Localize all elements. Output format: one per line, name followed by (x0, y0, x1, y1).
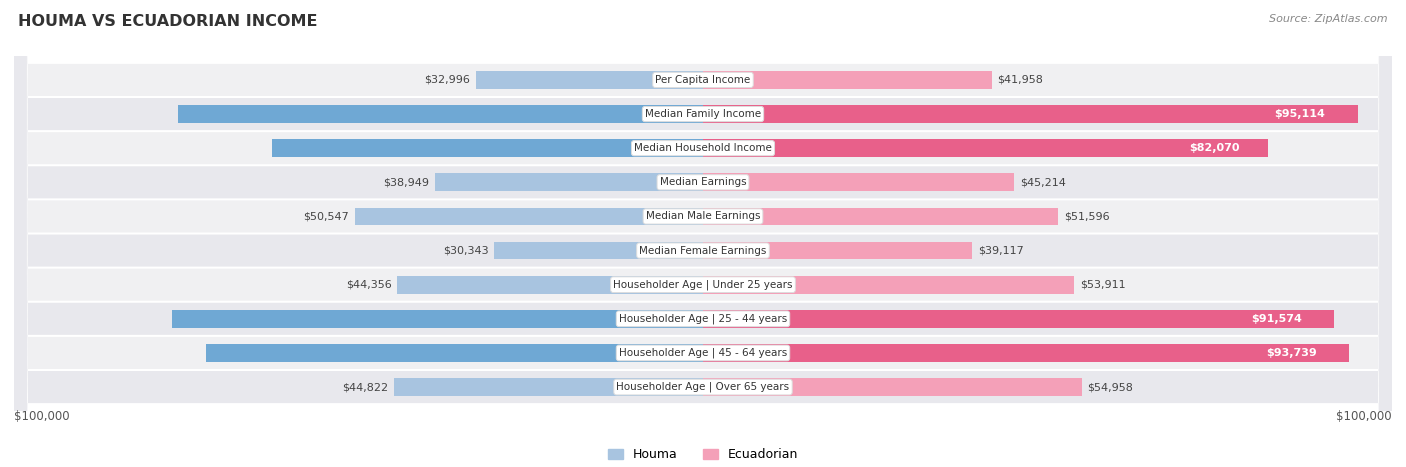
FancyBboxPatch shape (14, 0, 1392, 467)
Text: $100,000: $100,000 (14, 410, 70, 423)
Text: Householder Age | 25 - 44 years: Householder Age | 25 - 44 years (619, 313, 787, 324)
Text: $38,949: $38,949 (384, 177, 429, 187)
Bar (434, 173, 703, 191)
Text: $72,093: $72,093 (678, 348, 728, 358)
Text: $50,547: $50,547 (304, 212, 349, 221)
Text: Median Earnings: Median Earnings (659, 177, 747, 187)
Text: $32,996: $32,996 (425, 75, 470, 85)
Bar (703, 310, 1334, 328)
Text: $41,958: $41,958 (998, 75, 1043, 85)
Text: $76,188: $76,188 (676, 109, 728, 119)
Text: $62,575: $62,575 (682, 143, 733, 153)
FancyBboxPatch shape (14, 0, 1392, 467)
Text: $44,822: $44,822 (343, 382, 388, 392)
Text: Householder Age | Under 25 years: Householder Age | Under 25 years (613, 279, 793, 290)
Text: Median Male Earnings: Median Male Earnings (645, 212, 761, 221)
Bar (703, 207, 1059, 225)
Text: $53,911: $53,911 (1080, 280, 1126, 290)
FancyBboxPatch shape (14, 0, 1392, 467)
Bar (207, 344, 703, 362)
Text: $51,596: $51,596 (1064, 212, 1109, 221)
Bar (394, 378, 703, 396)
Text: $93,739: $93,739 (1265, 348, 1316, 358)
Bar (703, 173, 1015, 191)
Bar (354, 207, 703, 225)
Text: $91,574: $91,574 (1251, 314, 1302, 324)
FancyBboxPatch shape (14, 0, 1392, 467)
Text: Median Household Income: Median Household Income (634, 143, 772, 153)
Text: $44,356: $44,356 (346, 280, 392, 290)
Text: Median Family Income: Median Family Income (645, 109, 761, 119)
Text: $54,958: $54,958 (1087, 382, 1133, 392)
Bar (703, 105, 1358, 123)
Text: Median Female Earnings: Median Female Earnings (640, 246, 766, 255)
Bar (703, 276, 1074, 294)
Text: $45,214: $45,214 (1019, 177, 1066, 187)
Text: Householder Age | Over 65 years: Householder Age | Over 65 years (616, 382, 790, 392)
Bar (494, 242, 703, 260)
Bar (703, 378, 1081, 396)
Bar (703, 139, 1268, 157)
FancyBboxPatch shape (14, 0, 1392, 467)
Bar (172, 310, 703, 328)
FancyBboxPatch shape (14, 0, 1392, 467)
Text: Per Capita Income: Per Capita Income (655, 75, 751, 85)
Legend: Houma, Ecuadorian: Houma, Ecuadorian (607, 448, 799, 461)
Text: $95,114: $95,114 (1275, 109, 1326, 119)
FancyBboxPatch shape (14, 0, 1392, 467)
Text: $30,343: $30,343 (443, 246, 488, 255)
Text: Householder Age | 45 - 64 years: Householder Age | 45 - 64 years (619, 348, 787, 358)
FancyBboxPatch shape (14, 0, 1392, 467)
Bar (703, 71, 993, 89)
Text: $100,000: $100,000 (1336, 410, 1392, 423)
Bar (703, 242, 973, 260)
FancyBboxPatch shape (14, 0, 1392, 467)
Text: $77,044: $77,044 (676, 314, 727, 324)
Bar (271, 139, 703, 157)
Text: Source: ZipAtlas.com: Source: ZipAtlas.com (1270, 14, 1388, 24)
Bar (703, 344, 1348, 362)
Bar (398, 276, 703, 294)
Bar (179, 105, 703, 123)
Bar (475, 71, 703, 89)
Text: HOUMA VS ECUADORIAN INCOME: HOUMA VS ECUADORIAN INCOME (18, 14, 318, 29)
Text: $39,117: $39,117 (979, 246, 1024, 255)
Text: $82,070: $82,070 (1189, 143, 1240, 153)
FancyBboxPatch shape (14, 0, 1392, 467)
